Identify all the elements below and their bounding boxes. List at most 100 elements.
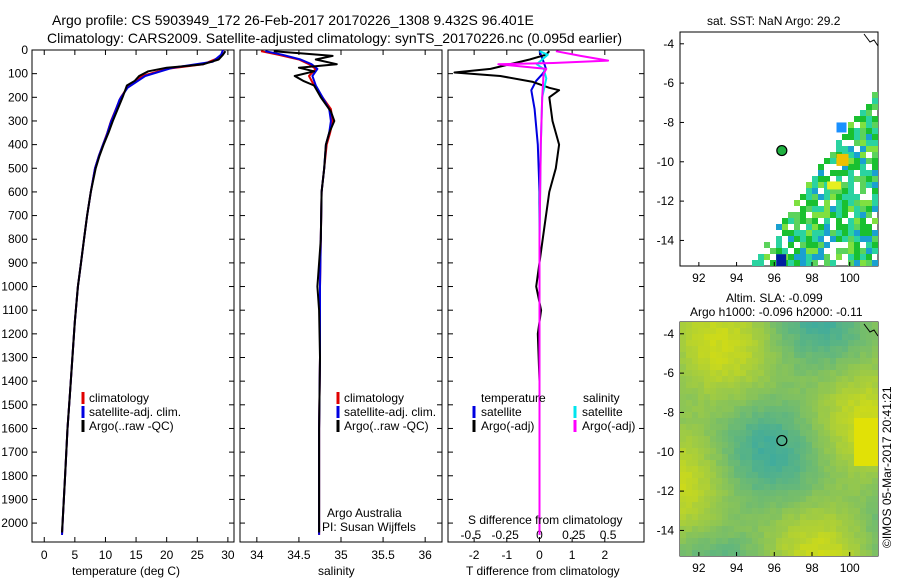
sla-cell (752, 502, 758, 508)
sla-cell (842, 532, 848, 538)
sla-cell (752, 388, 758, 394)
sst-cell (854, 176, 860, 182)
sst-cell (842, 146, 848, 152)
sst-cell (782, 230, 788, 236)
sst-cell (872, 116, 878, 122)
sla-cell (704, 532, 710, 538)
sla-cell (830, 538, 836, 544)
sla-cell (722, 472, 728, 478)
sla-cell (788, 466, 794, 472)
sla-cell (722, 370, 728, 376)
sla-cell (854, 376, 860, 382)
sla-cell (800, 364, 806, 370)
sst-cell (848, 182, 854, 188)
sla-cell (716, 550, 722, 556)
sla-cell (824, 484, 830, 490)
x-tick-label: 0 (536, 548, 543, 562)
sst-cell (812, 242, 818, 248)
sla-cell (734, 460, 740, 466)
sla-cell (686, 478, 692, 484)
sla-cell (692, 412, 698, 418)
sla-cell (722, 400, 728, 406)
sla-cell (722, 520, 728, 526)
sst-cell (854, 158, 860, 164)
sla-cell (680, 538, 686, 544)
sla-cell (758, 370, 764, 376)
sla-cell (770, 376, 776, 382)
sla-cell (680, 472, 686, 478)
sst-cell (794, 236, 800, 242)
sla-cell (854, 544, 860, 550)
sla-cell (800, 502, 806, 508)
sla-cell (728, 442, 734, 448)
sla-cell (842, 544, 848, 550)
sla-cell (680, 532, 686, 538)
salinity-panel: 34 34.5 35 35.5 36 (239, 49, 443, 562)
sla-cell (794, 340, 800, 346)
sla-cell (830, 334, 836, 340)
sla-cell (728, 520, 734, 526)
sla-cell (812, 424, 818, 430)
sla-cell (704, 340, 710, 346)
sla-cell (740, 352, 746, 358)
sst-cell (854, 152, 860, 158)
sst-cell (806, 188, 812, 194)
sst-cell (854, 254, 860, 260)
sla-cell (824, 424, 830, 430)
sla-cell (740, 418, 746, 424)
sla-cell (860, 478, 866, 484)
sla-cell (818, 370, 824, 376)
sla-cell (764, 526, 770, 532)
sla-cell (794, 496, 800, 502)
sla-cell (692, 520, 698, 526)
sst-cell (872, 206, 878, 212)
sla-cell (770, 526, 776, 532)
sla-cell (770, 478, 776, 484)
sla-cell (776, 472, 782, 478)
sla-cell (740, 448, 746, 454)
sla-cell (746, 376, 752, 382)
sla-cell (734, 352, 740, 358)
sla-cell (824, 502, 830, 508)
sla-cell (782, 382, 788, 388)
sla-cell (680, 352, 686, 358)
sla-cell (710, 376, 716, 382)
sla-cell (758, 412, 764, 418)
sla-cell (776, 448, 782, 454)
sla-cell (740, 538, 746, 544)
sla-cell (776, 466, 782, 472)
sla-cell (722, 502, 728, 508)
sla-cell (734, 538, 740, 544)
sla-cell (716, 484, 722, 490)
sla-cell (770, 430, 776, 436)
sla-cell (800, 520, 806, 526)
sla-cell (686, 352, 692, 358)
sla-cell (752, 472, 758, 478)
x-tick-label: 34.5 (287, 548, 311, 562)
sla-cell (854, 418, 860, 424)
sla-cell (854, 454, 860, 460)
sla-cell (758, 454, 764, 460)
sla-cell (800, 328, 806, 334)
sla-cell (806, 472, 812, 478)
sla-cell (710, 418, 716, 424)
sla-cell (836, 430, 842, 436)
sla-cell (824, 454, 830, 460)
sla-cell (680, 544, 686, 550)
sst-cell (872, 122, 878, 128)
sst-cell (824, 194, 830, 200)
sla-cell (776, 526, 782, 532)
sla-cell (758, 478, 764, 484)
sst-cell (854, 200, 860, 206)
sla-cell (776, 412, 782, 418)
sla-cell (836, 484, 842, 490)
sla-cell (806, 340, 812, 346)
sst-cell (842, 206, 848, 212)
sla-cell (806, 430, 812, 436)
sla-cell (824, 460, 830, 466)
temperature-panel: 0100200300400500600700800900100011001200… (1, 43, 235, 562)
sla-cell (704, 358, 710, 364)
sla-cell (812, 496, 818, 502)
sla-cell (788, 544, 794, 550)
sla-cell (698, 352, 704, 358)
